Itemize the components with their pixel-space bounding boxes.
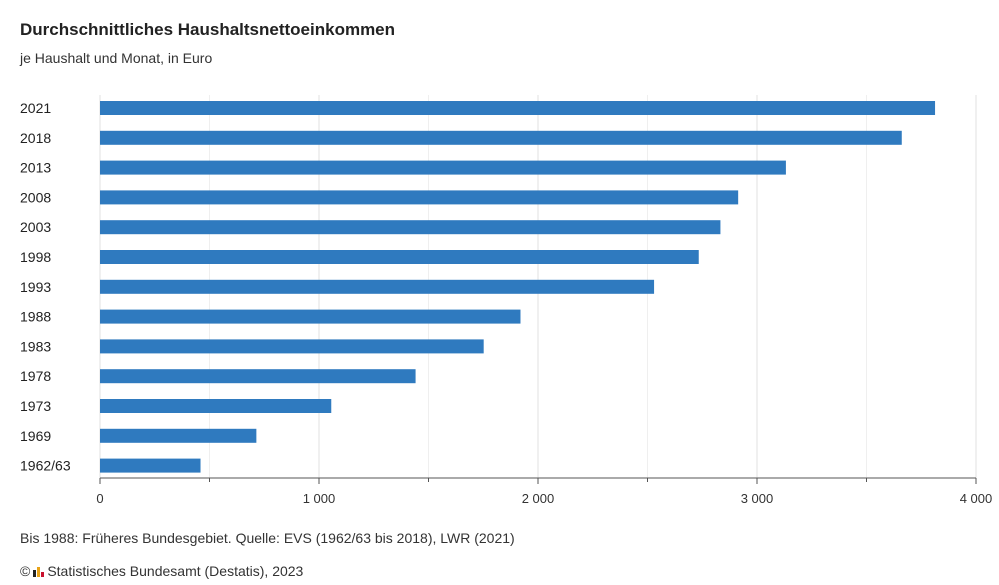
bar-1973 <box>100 399 332 413</box>
x-tick-label: 3 000 <box>741 491 774 506</box>
copyright-symbol: © <box>20 563 31 579</box>
category-label: 1998 <box>20 249 51 265</box>
bar-1978 <box>100 369 416 384</box>
category-label: 1973 <box>20 398 51 414</box>
category-label: 1993 <box>20 279 51 295</box>
category-label: 1969 <box>20 428 51 444</box>
bar-1962-63 <box>100 458 201 473</box>
category-label: 1988 <box>20 309 51 325</box>
bar-2021 <box>100 101 936 115</box>
bar-chart: 2021 2018 2013 2008 2003 1998 1993 1988 1983 1978… <box>20 95 993 506</box>
bar-2003 <box>100 220 721 235</box>
destatis-logo-icon <box>33 567 45 577</box>
bar-1993 <box>100 279 655 294</box>
credit-text: Statistisches Bundesamt (Destatis), 2023 <box>47 563 304 579</box>
x-tick-label: 4 000 <box>960 491 993 506</box>
x-tick-label: 1 000 <box>303 491 336 506</box>
category-label: 2021 <box>20 100 51 116</box>
x-tick-label: 0 <box>96 491 103 506</box>
chart-footnote: Bis 1988: Früheres Bundesgebiet. Quelle:… <box>20 530 515 546</box>
bar-1983 <box>100 339 484 354</box>
source-credit: © Statistisches Bundesamt (Destatis), 20… <box>20 563 303 579</box>
category-label: 2008 <box>20 189 51 205</box>
category-label: 2013 <box>20 160 51 176</box>
category-label: 2003 <box>20 219 51 235</box>
category-label: 1983 <box>20 338 51 354</box>
chart-title: Durchschnittliches Haushaltsnettoeinkomm… <box>20 20 396 39</box>
bar-2013 <box>100 160 786 175</box>
chart-subtitle: je Haushalt und Monat, in Euro <box>20 50 213 66</box>
category-label: 2018 <box>20 130 51 146</box>
bar-1998 <box>100 250 699 264</box>
bar-2018 <box>100 130 902 145</box>
category-label: 1962/63 <box>20 458 71 474</box>
x-tick-label: 2 000 <box>522 491 555 506</box>
bar-2008 <box>100 190 739 205</box>
bar-1969 <box>100 428 257 443</box>
category-label: 1978 <box>20 368 51 384</box>
bar-1988 <box>100 309 521 324</box>
